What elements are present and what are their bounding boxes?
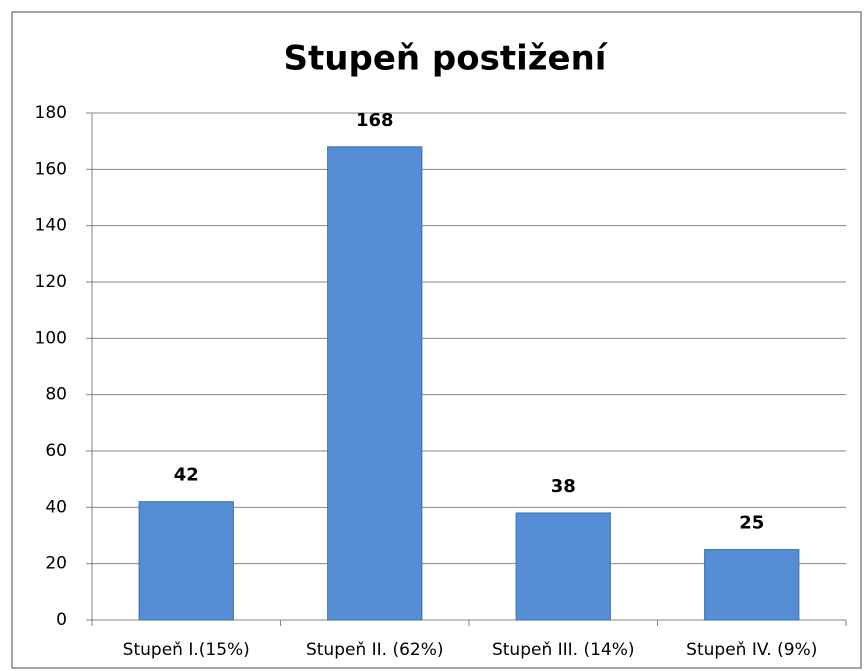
x-tick-label: Stupeň II. (62%) [306,640,444,660]
bar [138,501,234,621]
y-tick-label: 140 [35,216,67,236]
y-tick-label: 0 [56,610,67,630]
y-tick-label: 100 [35,328,67,348]
y-tick-label: 160 [35,159,67,179]
x-tick-label: Stupeň IV. (9%) [686,640,817,660]
y-tick-label: 120 [35,272,67,292]
data-label: 42 [174,465,199,486]
chart-title: Stupeň postižení [284,39,609,79]
y-tick-label: 40 [45,497,67,517]
bar [327,146,423,621]
y-tick-label: 20 [45,554,67,574]
y-tick-label: 80 [45,385,67,405]
y-tick-label: 180 [35,103,67,123]
bar [704,549,800,621]
x-tick-label: Stupeň III. (14%) [492,640,635,660]
data-label: 25 [739,513,764,534]
bar [515,512,611,621]
x-tick-label: Stupeň I.(15%) [123,640,250,660]
data-label: 168 [356,110,394,131]
data-label: 38 [551,476,576,497]
y-tick-label: 60 [45,441,67,461]
